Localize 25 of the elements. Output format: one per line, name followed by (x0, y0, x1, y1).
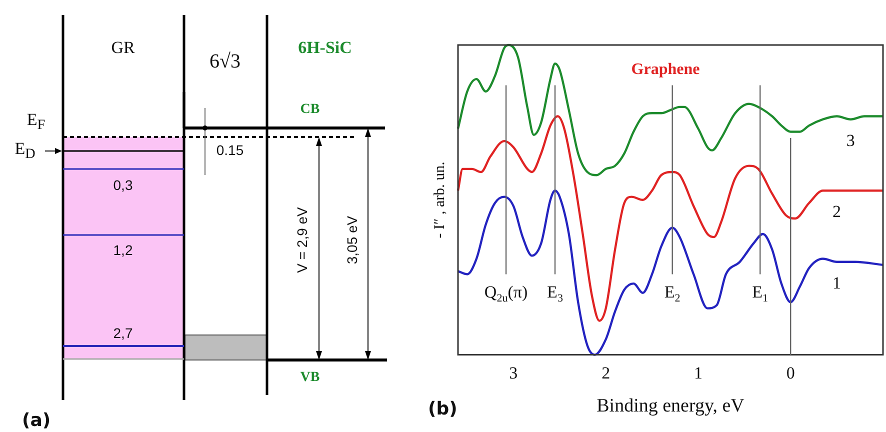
text: V = 2,9 eV (294, 207, 310, 273)
x-tick-label: 2 (602, 363, 610, 382)
series-label: 1 (832, 273, 842, 292)
x-tick-label: 3 (509, 363, 518, 382)
text: E$_{F}$ (26, 110, 46, 134)
series-label: 2 (832, 202, 842, 222)
x-tick-label: 1 (694, 363, 702, 382)
text: (a) (22, 410, 51, 431)
text: 0,3 (113, 177, 133, 193)
text: E$_{D}$ (14, 138, 36, 164)
text: VB (300, 370, 320, 386)
text: (b) (428, 398, 458, 420)
text: 6√3 (210, 50, 240, 74)
text: 0.15 (216, 142, 244, 158)
text: GR (111, 38, 135, 58)
annotation: Graphene (631, 61, 700, 78)
text: 3,05 eV (344, 216, 360, 264)
text: CB (300, 102, 320, 118)
text: 2,7 (113, 325, 133, 341)
text: 6H-SiC (298, 38, 352, 58)
x-tick-label: 0 (786, 363, 795, 382)
y-axis-title: - I″ , arb. un. (432, 162, 448, 238)
series-label: 3 (846, 130, 855, 150)
text: 1,2 (113, 242, 133, 258)
x-axis-title: Binding energy, eV (596, 396, 745, 417)
